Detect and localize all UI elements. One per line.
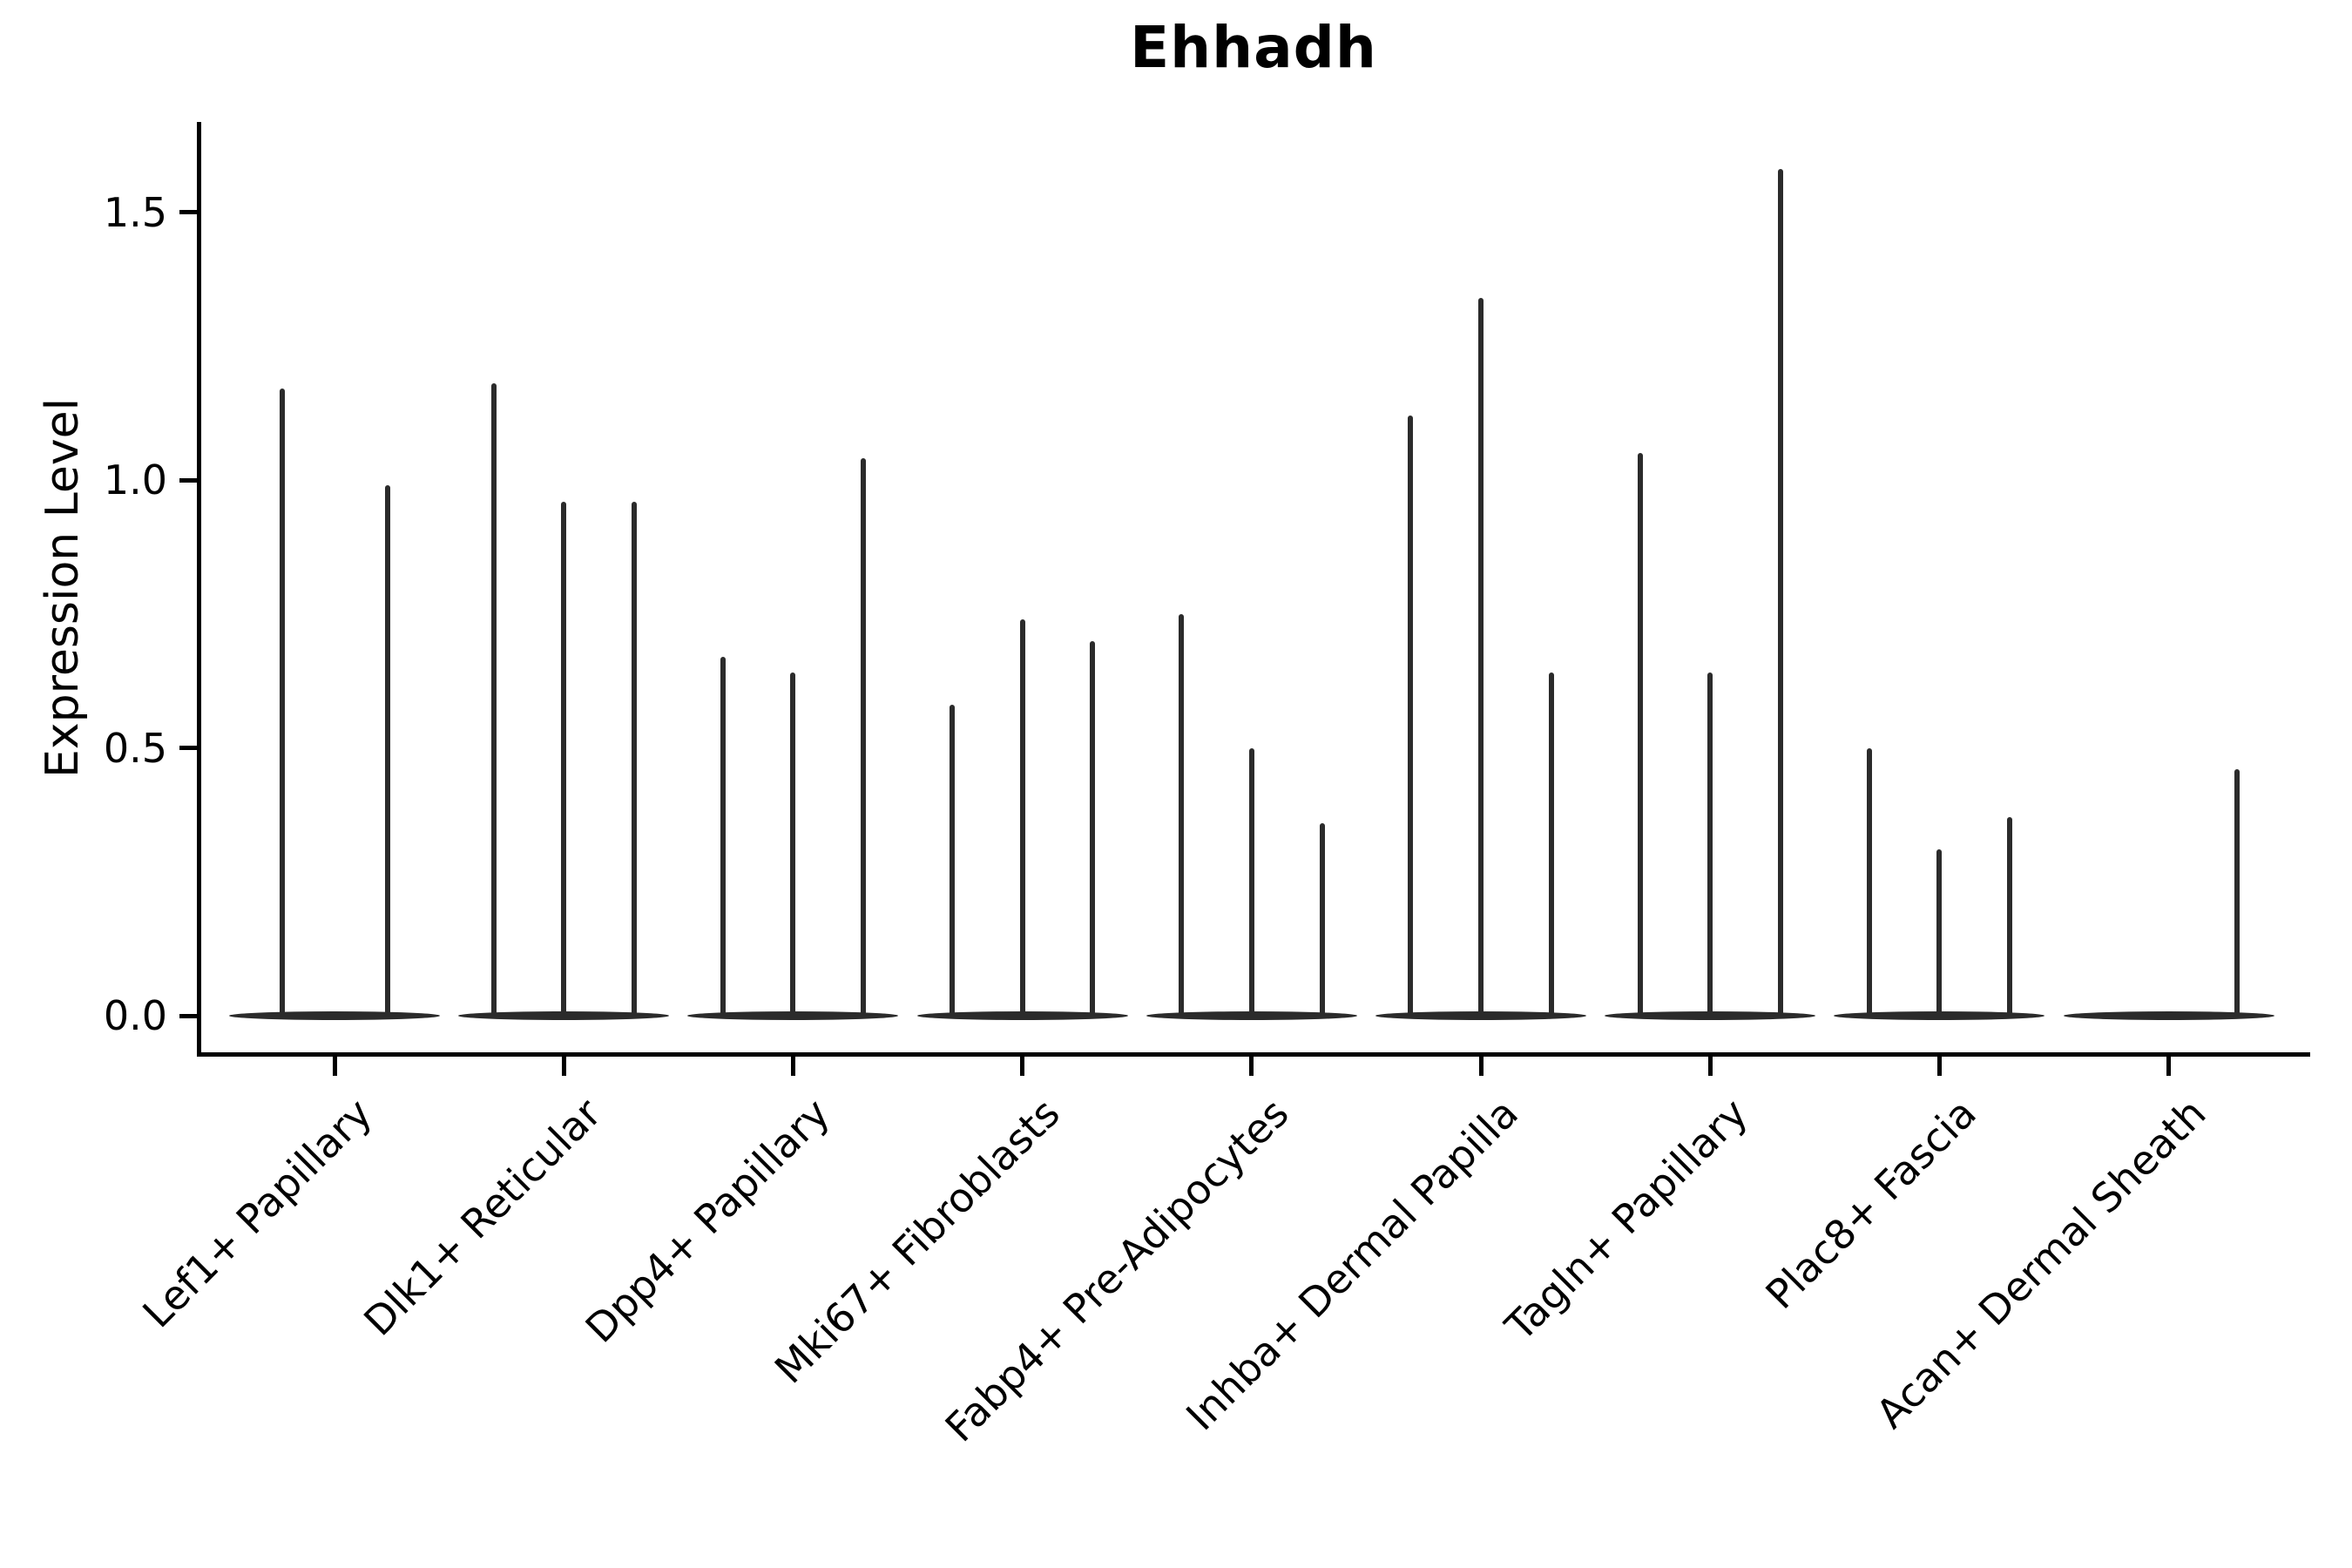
x-tick [1478,1057,1484,1076]
violin-spike [631,501,637,1016]
violin-base [229,1011,440,1020]
violin-spike [1090,640,1096,1016]
x-tick-label: Plac8+ Fascia [1756,1089,1986,1318]
violin-spike [1936,849,1943,1016]
violin-spike [561,501,567,1016]
violin-spike [490,383,497,1016]
y-tick [179,477,199,483]
violin-spike [1637,453,1643,1016]
x-tick [1936,1057,1942,1076]
violin-spike [1866,747,1872,1016]
x-tick [1249,1057,1254,1076]
violin-spike [2234,769,2240,1016]
violin-spike [949,705,955,1016]
violin-base [687,1011,899,1020]
violin-base [1834,1011,2045,1020]
x-tick [1020,1057,1025,1076]
y-axis-label: Expression Level [37,397,89,779]
violin-base [916,1011,1128,1020]
violin-spike [1548,672,1554,1016]
x-axis-spine [197,1052,2310,1057]
violin-spike [1179,613,1185,1016]
x-tick-label: Tagln+ Papillary [1496,1089,1756,1350]
violin-spike [720,656,726,1016]
x-tick-label: Dpp4+ Papillary [576,1089,840,1352]
y-tick [179,210,199,214]
x-tick [332,1057,337,1076]
y-tick [179,1013,199,1018]
violin-spike [1019,618,1025,1016]
violin-base [458,1011,670,1020]
y-tick-label: 0.5 [103,724,167,772]
y-tick [179,746,199,750]
x-tick-label: Dlk1+ Reticular [354,1089,610,1345]
violin-spike [384,485,390,1016]
x-tick [790,1057,795,1076]
violin-spike [1319,822,1325,1016]
x-tick [561,1057,566,1076]
violin-spike [861,458,867,1016]
y-tick-label: 1.5 [103,188,167,236]
x-tick-label: Lef1+ Papillary [132,1089,381,1337]
chart-title: Ehhadh [1130,14,1377,81]
violin-spike [1707,672,1713,1016]
violin-spike [790,672,796,1016]
violin-spike [1777,169,1783,1016]
violin-base [1146,1011,1357,1020]
violin-spike [279,389,285,1016]
y-tick-label: 0.0 [103,992,167,1039]
violin-base [1605,1011,1816,1020]
y-tick-label: 1.0 [103,456,167,504]
violin-spike [2007,817,2013,1016]
violin-spike [1248,747,1254,1016]
violin-base [2063,1011,2274,1020]
violin-spike [1408,416,1414,1016]
violin-spike [1478,297,1484,1016]
violin-base [1375,1011,1586,1020]
y-axis-spine [197,122,201,1057]
x-tick [2166,1057,2172,1076]
x-tick [1707,1057,1713,1076]
